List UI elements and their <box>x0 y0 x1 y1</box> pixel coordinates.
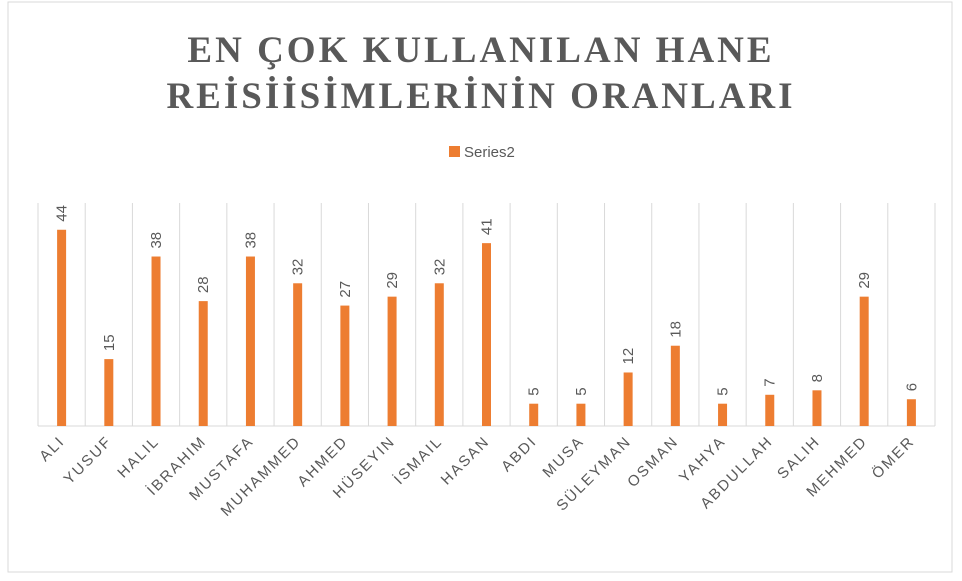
chart-title: EN ÇOK KULLANILAN HANE REİSİİSİMLERİNİN … <box>166 30 796 117</box>
x-tick-label: HASAN <box>438 433 494 489</box>
x-tick-label: ABDI <box>498 433 540 475</box>
legend-label: Series2 <box>464 144 515 161</box>
bar <box>293 283 303 426</box>
bar <box>57 229 67 426</box>
data-label: 6 <box>903 383 920 391</box>
bar <box>859 296 869 426</box>
legend-swatch <box>449 146 460 157</box>
bar <box>104 359 114 426</box>
bar <box>245 256 255 426</box>
data-label: 15 <box>101 334 118 351</box>
bar <box>718 403 728 426</box>
data-label: 5 <box>526 387 543 395</box>
data-label: 5 <box>573 387 590 395</box>
bar <box>198 301 208 426</box>
bar <box>906 399 916 426</box>
data-label: 18 <box>667 321 684 338</box>
data-label: 8 <box>809 374 826 382</box>
bar <box>151 256 161 426</box>
x-tick-label: YUSUF <box>61 433 116 488</box>
x-tick-label: ÖMER <box>868 432 918 482</box>
x-tick-label: OSMAN <box>624 433 682 491</box>
data-label: 28 <box>195 276 212 293</box>
x-tick-label: ALI <box>36 433 68 465</box>
data-label: 32 <box>290 259 307 276</box>
data-label: 38 <box>148 232 165 249</box>
bar <box>623 372 633 426</box>
bar <box>765 394 775 426</box>
bar <box>340 305 350 426</box>
bar <box>434 283 444 426</box>
data-label: 12 <box>620 348 637 365</box>
bar <box>670 345 680 426</box>
data-label: 44 <box>54 205 71 222</box>
data-label: 32 <box>431 259 448 276</box>
chart-border <box>7 1 953 573</box>
data-label: 27 <box>337 281 354 298</box>
bar <box>387 296 397 426</box>
data-label: 29 <box>856 272 873 289</box>
data-label: 38 <box>242 232 259 249</box>
x-tick-label: MUHAMMED <box>218 433 305 520</box>
bar <box>529 403 539 426</box>
data-label: 5 <box>715 387 732 395</box>
data-label: 41 <box>479 218 496 235</box>
bar <box>482 243 491 426</box>
x-tick-label: İSMAIL <box>390 432 446 488</box>
data-label: 29 <box>384 272 401 289</box>
data-label: 7 <box>762 378 779 386</box>
bar <box>576 403 586 426</box>
bar <box>812 390 822 426</box>
